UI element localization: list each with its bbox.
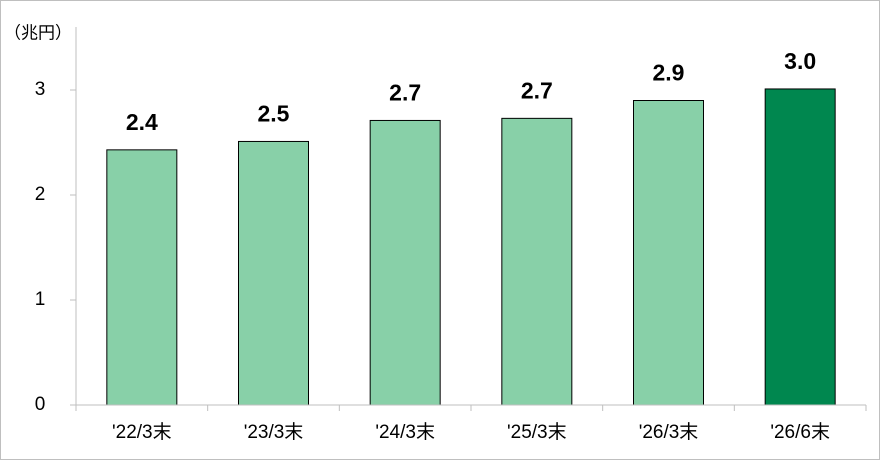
- value-label: 2.5: [258, 101, 290, 127]
- x-tick-label: '22/3末: [112, 421, 172, 443]
- bar: [369, 119, 441, 406]
- y-tick-label: 1: [35, 289, 46, 310]
- bar: [106, 149, 178, 406]
- value-label: 2.7: [389, 80, 421, 106]
- y-tick-label: 2: [35, 184, 46, 205]
- x-tick-label: '23/3末: [244, 421, 304, 443]
- bar: [501, 117, 573, 406]
- x-tick-label: '24/3末: [375, 421, 435, 443]
- y-tick-label: 0: [35, 394, 46, 415]
- y-tick-label: 3: [35, 79, 46, 100]
- x-tick-label: '26/3末: [639, 421, 699, 443]
- x-tick-label: '26/6末: [770, 421, 830, 443]
- value-label: 2.7: [521, 77, 553, 103]
- value-label: 2.4: [126, 109, 158, 135]
- unit-label: （兆円）: [4, 23, 72, 42]
- value-label: 2.9: [653, 60, 685, 86]
- bar: [633, 100, 704, 406]
- bar: [764, 88, 836, 406]
- value-label: 3.0: [784, 48, 816, 74]
- bar: [238, 140, 309, 406]
- x-tick-label: '25/3末: [507, 421, 567, 443]
